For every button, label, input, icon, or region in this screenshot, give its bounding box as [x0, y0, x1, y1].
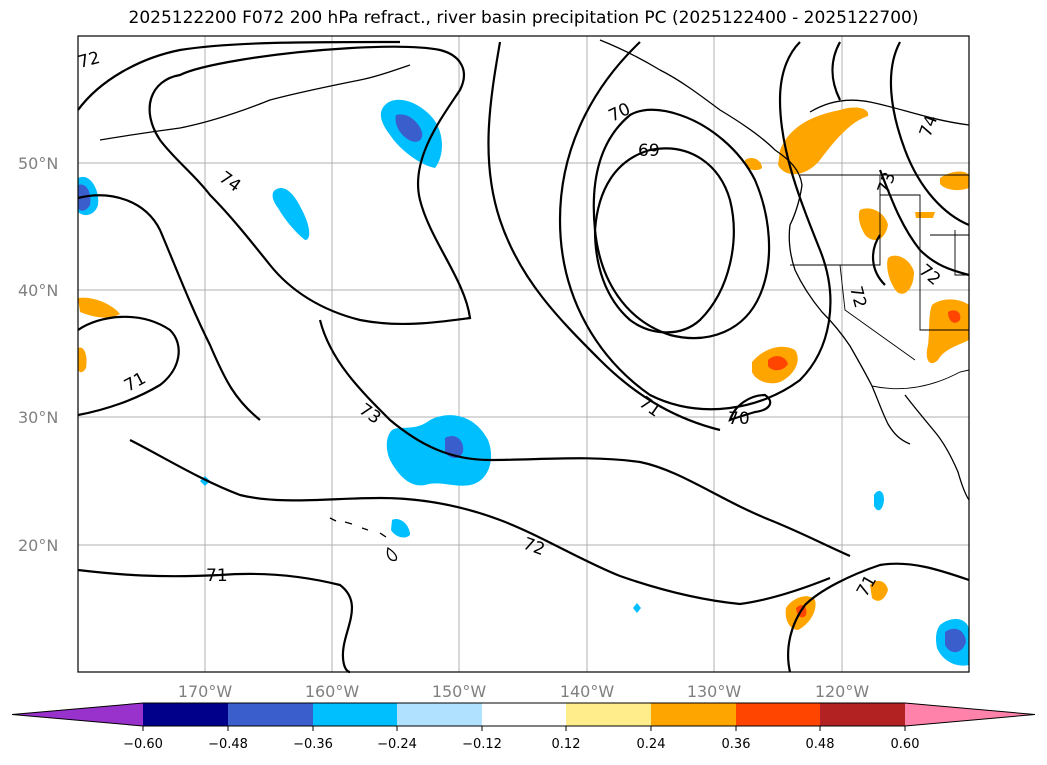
colorbar-tick-label: 0.60: [891, 737, 920, 752]
lat-label: 40°N: [18, 281, 58, 300]
colorbar-segment: [566, 703, 651, 726]
colorbar-segment: [736, 703, 820, 726]
colorbar-tick-label: 0.48: [806, 737, 835, 752]
latitude-labels: 50°N 40°N 30°N 20°N: [18, 154, 58, 555]
lon-label: 170°W: [178, 682, 233, 701]
colorbar-tick-label: −0.60: [123, 737, 163, 752]
colorbar: −0.60 −0.48 −0.36 −0.24 −0.12 0.12 0.24 …: [11, 702, 1036, 752]
colorbar-segment: [313, 703, 397, 726]
lon-label: 150°W: [432, 682, 487, 701]
coastlines: [99, 39, 970, 562]
colorbar-segment: [12, 703, 143, 726]
colorbar-segment: [482, 703, 566, 726]
gridlines: [78, 36, 969, 672]
lon-label: 120°W: [815, 682, 870, 701]
lon-label: 130°W: [687, 682, 742, 701]
contour-label: 69: [638, 141, 660, 161]
lat-label: 20°N: [18, 536, 58, 555]
colorbar-tick-label: 0.24: [637, 737, 666, 752]
colorbar-tick-label: 0.36: [722, 737, 751, 752]
colorbar-tick-label: −0.24: [377, 737, 417, 752]
map-frame: [77, 35, 970, 673]
colorbar-segment: [397, 703, 482, 726]
colorbar-segment: [651, 703, 736, 726]
lat-label: 30°N: [18, 408, 58, 427]
map-title: 2025122200 F072 200 hPa refract., river …: [128, 8, 919, 28]
contour-label: 71: [206, 566, 228, 586]
borders: [790, 174, 970, 390]
colorbar-segment: [228, 703, 313, 726]
colorbar-segment: [905, 703, 1035, 726]
lat-label: 50°N: [18, 154, 58, 173]
colorbar-tick-marks: [142, 726, 906, 731]
colorbar-tick-label: −0.36: [293, 737, 333, 752]
lon-label: 140°W: [560, 682, 615, 701]
colorbar-segment: [820, 703, 905, 726]
refractivity-contours: [77, 40, 970, 674]
contour-label: 70: [728, 409, 750, 429]
lon-label: 160°W: [305, 682, 360, 701]
longitude-labels: 170°W 160°W 150°W 140°W 130°W 120°W: [178, 682, 870, 701]
colorbar-tick-label: 0.12: [552, 737, 581, 752]
colorbar-segment: [143, 703, 228, 726]
colorbar-tick-label: −0.48: [208, 737, 248, 752]
colorbar-tick-label: −0.12: [462, 737, 502, 752]
